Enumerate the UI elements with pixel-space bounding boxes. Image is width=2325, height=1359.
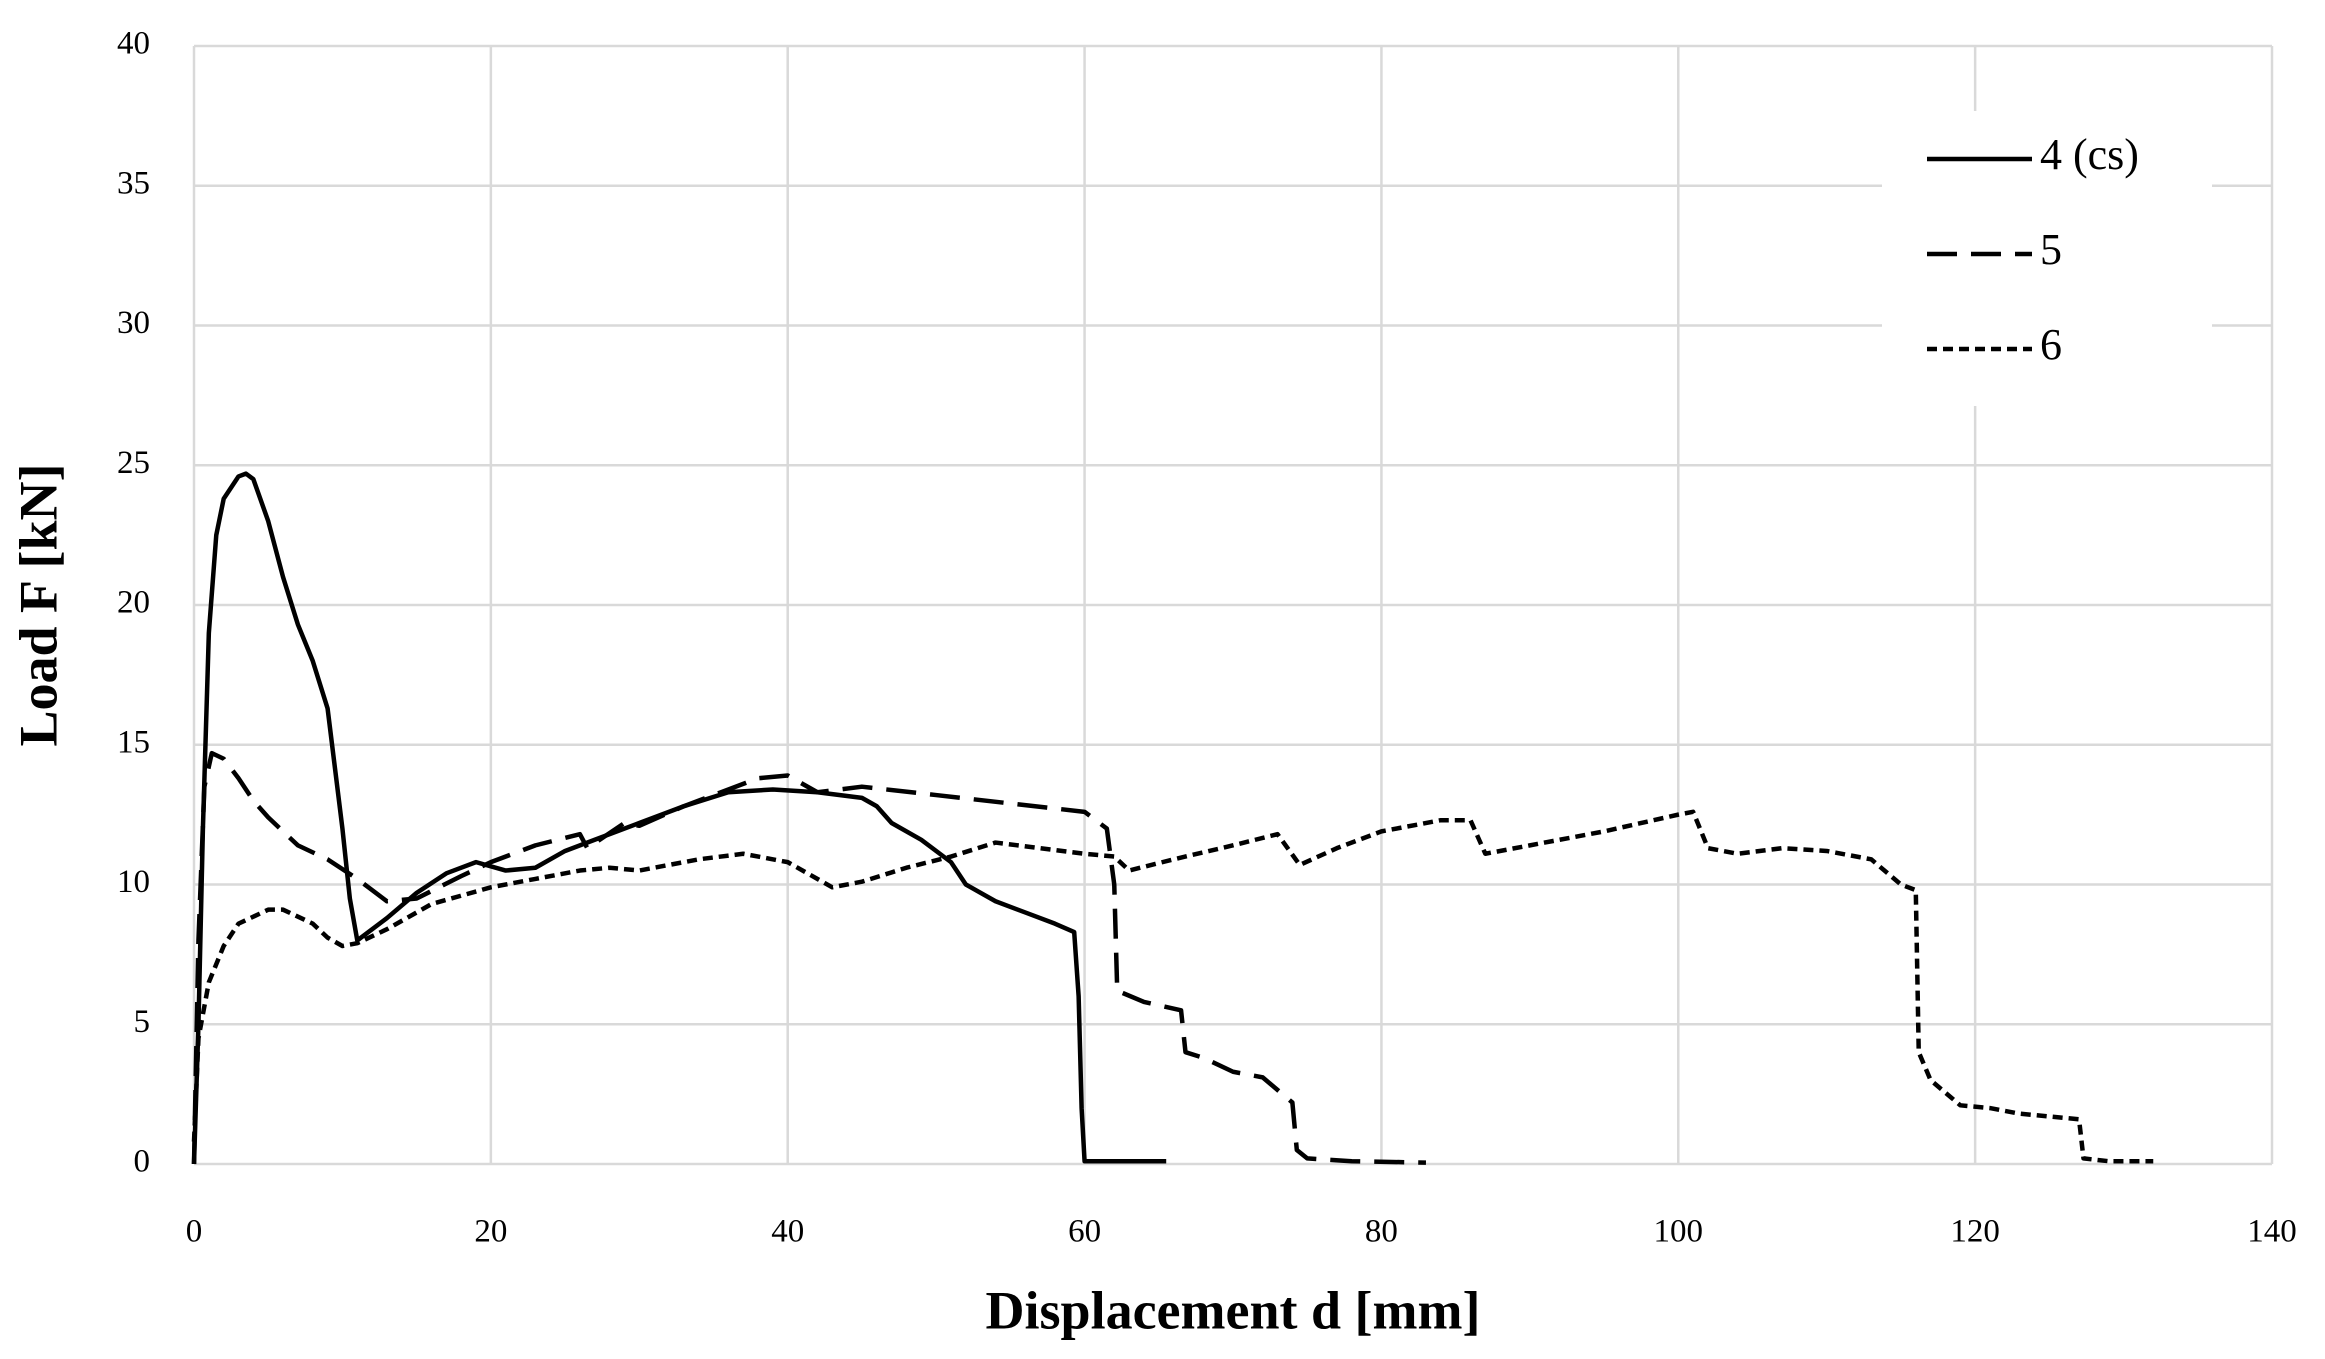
y-tick-label: 30 bbox=[117, 305, 150, 341]
data-line bbox=[191, 471, 1167, 1165]
data-line bbox=[191, 750, 1427, 1165]
y-tick-label: 25 bbox=[117, 445, 150, 481]
y-axis-title: Load F [kN] bbox=[8, 463, 68, 746]
legend-label: 5 bbox=[2040, 225, 2062, 274]
x-tick-label: 100 bbox=[1654, 1214, 1704, 1250]
legend-label: 6 bbox=[2040, 320, 2062, 369]
y-tick-label: 5 bbox=[134, 1004, 151, 1040]
y-tick-label: 0 bbox=[134, 1144, 151, 1180]
x-tick-label: 20 bbox=[474, 1214, 507, 1250]
x-axis-title: Displacement d [mm] bbox=[986, 1280, 1481, 1340]
y-tick-label: 40 bbox=[117, 26, 150, 62]
x-tick-label: 0 bbox=[186, 1214, 203, 1250]
y-tick-label: 20 bbox=[117, 585, 150, 621]
x-tick-label: 140 bbox=[2247, 1214, 2297, 1250]
x-tick-label: 120 bbox=[1950, 1214, 2000, 1250]
x-tick-label: 80 bbox=[1365, 1214, 1398, 1250]
y-tick-label: 10 bbox=[117, 864, 150, 900]
legend-label: 4 (cs) bbox=[2040, 130, 2139, 179]
data-line bbox=[191, 809, 2154, 1164]
x-tick-label: 40 bbox=[771, 1214, 804, 1250]
y-tick-label: 15 bbox=[117, 724, 150, 760]
x-tick-label: 60 bbox=[1068, 1214, 1101, 1250]
y-tick-label: 35 bbox=[117, 165, 150, 201]
